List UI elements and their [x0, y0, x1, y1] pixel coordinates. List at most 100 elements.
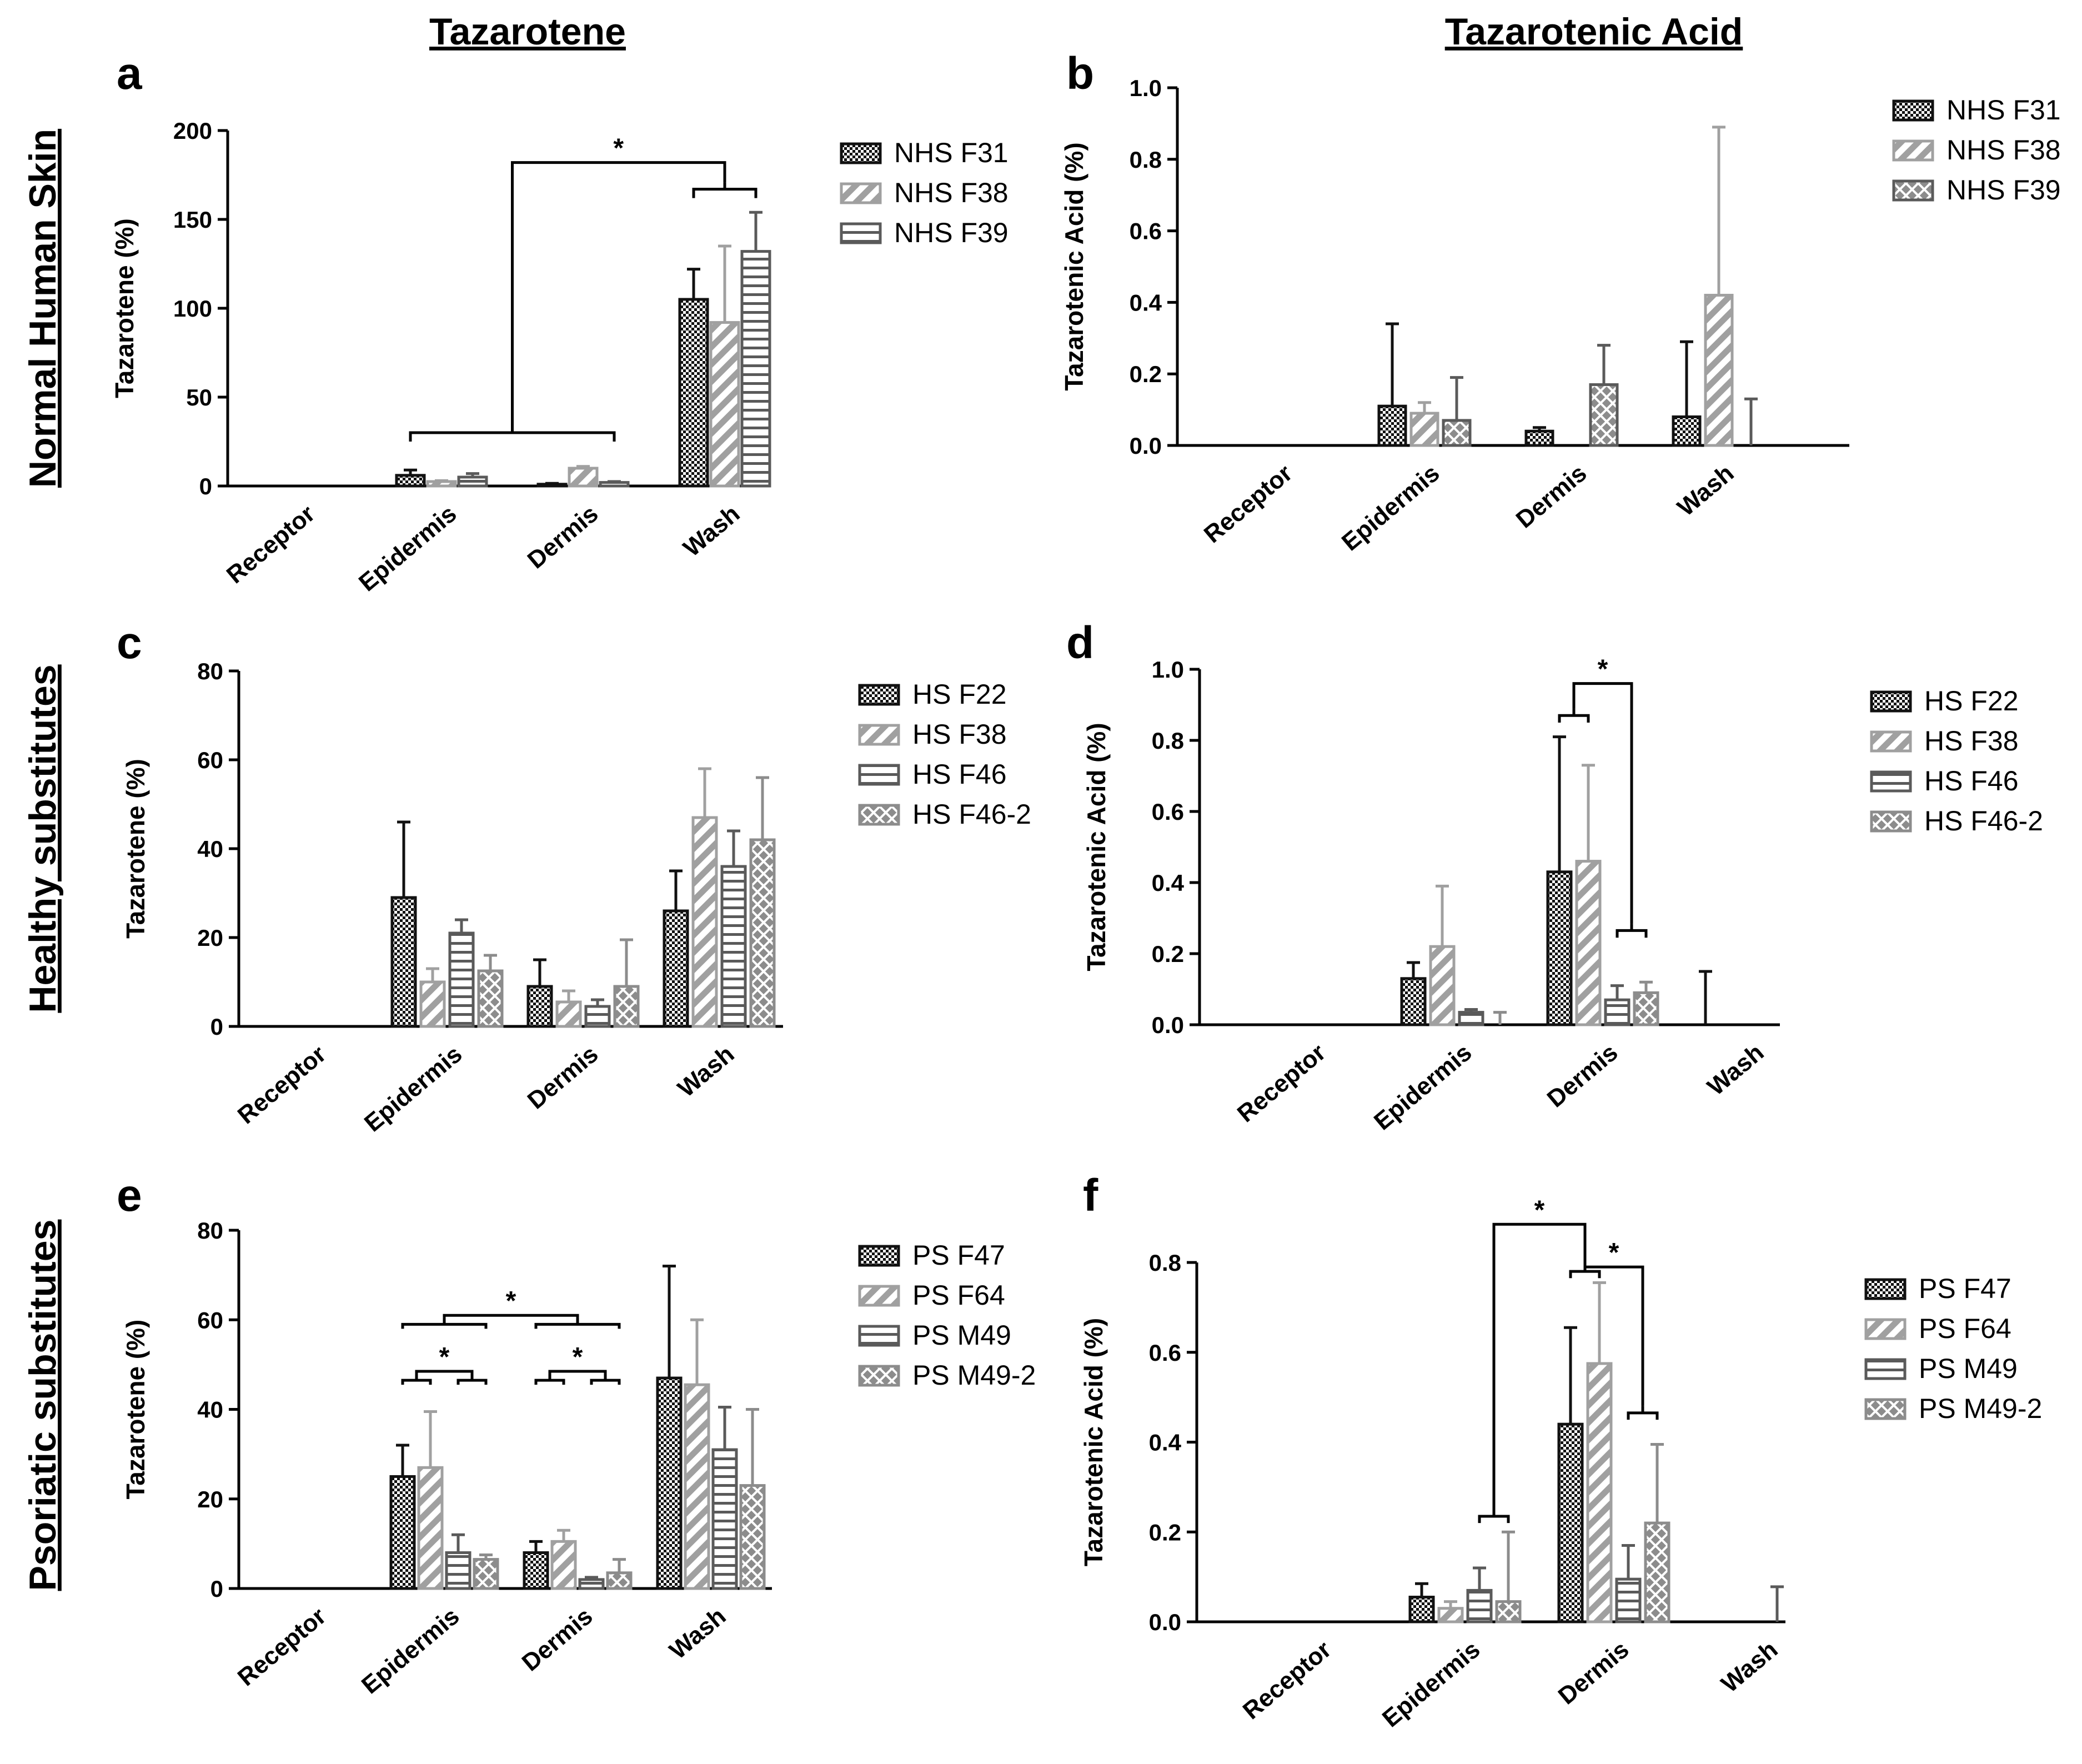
legend-label-c: HS F38	[912, 719, 1007, 750]
significance-bracket-e	[401, 1379, 432, 1385]
significance-star-a: *	[613, 134, 624, 163]
x-category-label-b: Dermis	[1511, 459, 1592, 533]
significance-star-f: *	[1609, 1238, 1619, 1267]
bar-c-HS-F46	[584, 1005, 611, 1028]
x-category-label-d: Wash	[1702, 1039, 1769, 1101]
bar-c-HS-F46-2	[613, 985, 640, 1028]
x-category-label-e: Wash	[664, 1602, 731, 1665]
y-tick-label-b: 0.4	[1130, 289, 1162, 315]
bar-c-HS-F22	[390, 896, 417, 1028]
bar-e-PS-F64	[417, 1466, 444, 1590]
significance-bracket-f	[1569, 1270, 1601, 1279]
bar-e-PS-M49-2	[473, 1558, 499, 1590]
bar-f-PS-M49	[1466, 1588, 1493, 1623]
x-category-label-a: Wash	[678, 500, 745, 562]
x-category-label-d: Dermis	[1542, 1039, 1623, 1112]
y-axis-label-d: Tazarotenic Acid (%)	[1082, 723, 1111, 971]
bar-c-HS-F22	[526, 985, 553, 1028]
legend-swatch-f	[1864, 1358, 1907, 1380]
bar-a-NHS-F38	[709, 321, 740, 488]
legend-label-e: PS M49-2	[912, 1360, 1036, 1391]
bar-a-NHS-F38	[568, 467, 599, 488]
y-tick-label-e: 80	[197, 1217, 223, 1244]
x-category-label-e: Dermis	[517, 1602, 598, 1676]
y-tick-label-f: 0.4	[1149, 1430, 1182, 1456]
bar-b-NHS-F31	[1524, 429, 1554, 447]
legend-label-b: NHS F31	[1946, 94, 2061, 126]
legend-swatch-e	[858, 1245, 900, 1267]
bar-e-PS-F47	[656, 1376, 683, 1590]
bar-c-HS-F38	[419, 980, 446, 1028]
bar-e-PS-M49	[578, 1578, 605, 1590]
legend-label-f: PS F64	[1919, 1313, 2011, 1344]
legend-swatch-d	[1870, 730, 1912, 753]
bar-f-PS-M49-2	[1495, 1600, 1522, 1623]
significance-bracket-d	[1558, 714, 1590, 723]
bar-d-HS-F22	[1400, 977, 1427, 1026]
legend-label-a: NHS F39	[894, 217, 1009, 248]
y-tick-label-e: 20	[197, 1486, 223, 1512]
chart-c: 0 20 40 60 80 Tazarotene (%) Receptor Epidermis…	[121, 658, 1031, 1137]
bar-f-PS-M49	[1615, 1577, 1642, 1623]
significance-bracket-e	[548, 1370, 607, 1374]
y-tick-label-a: 100	[173, 295, 212, 322]
significance-bracket-e	[534, 1322, 621, 1329]
legend-swatch-f	[1864, 1278, 1907, 1300]
legend-label-e: PS F64	[912, 1280, 1005, 1311]
legend-swatch-e	[858, 1285, 900, 1307]
chart-f: 0.0 0.2 0.4 0.6 0.8 Tazarotenic Acid (%) Recep…	[1079, 1195, 2042, 1732]
significance-bracket-a	[511, 161, 726, 433]
legend-label-d: HS F22	[1924, 685, 2019, 716]
chart-d: 0.0 0.2 0.4 0.6 0.8 1.0 Tazarotenic Acid (%) Re…	[1082, 655, 2043, 1136]
y-tick-label-e: 40	[197, 1397, 223, 1423]
chart-b: 0.0 0.2 0.4 0.6 0.8 1.0 Tazarotenic Acid (%) Re…	[1060, 75, 2061, 556]
y-tick-label-f: 0.8	[1149, 1250, 1181, 1276]
y-tick-label-a: 200	[173, 118, 212, 144]
bar-b-NHS-F31	[1672, 415, 1702, 447]
y-axis-label-f: Tazarotenic Acid (%)	[1079, 1318, 1108, 1566]
bar-e-PS-F47	[523, 1551, 549, 1590]
y-tick-label-c: 80	[197, 658, 223, 684]
legend-label-f: PS M49-2	[1919, 1393, 2042, 1424]
bar-e-PS-F64	[684, 1383, 710, 1590]
legend-swatch-d	[1870, 810, 1912, 833]
row-title-normal-human-skin: Normal Human Skin	[22, 129, 64, 488]
legend-label-c: HS F46-2	[912, 799, 1031, 830]
x-category-label-f: Dermis	[1553, 1636, 1634, 1710]
panel-label-f: f	[1083, 1170, 1098, 1221]
panel-label-c: c	[117, 618, 142, 668]
significance-star-e: *	[573, 1342, 583, 1372]
legend-label-f: PS M49	[1919, 1353, 2018, 1384]
panel-label-e: e	[117, 1170, 142, 1221]
x-category-label-a: Epidermis	[354, 500, 461, 597]
bar-f-PS-F47	[1408, 1596, 1435, 1623]
y-tick-label-d: 0.0	[1152, 1012, 1184, 1038]
significance-bracket-d	[1572, 682, 1633, 924]
significance-bracket-e	[456, 1379, 488, 1385]
bar-e-PS-M49-2	[739, 1484, 766, 1590]
significance-bracket-e	[443, 1314, 579, 1318]
bar-c-HS-F38	[555, 1000, 582, 1028]
legend-label-e: PS F47	[912, 1240, 1005, 1271]
bar-a-NHS-F39	[599, 481, 630, 488]
panel-label-a: a	[117, 48, 143, 99]
y-tick-label-e: 60	[197, 1307, 223, 1333]
x-category-label-e: Epidermis	[357, 1602, 464, 1699]
chart-e: 0 20 40 60 80 Tazarotene (%) Receptor Epidermis…	[121, 1217, 1036, 1699]
significance-star-e: *	[506, 1286, 516, 1316]
bar-a-NHS-F38	[426, 480, 457, 488]
legend-swatch-d	[1870, 690, 1912, 713]
y-tick-label-a: 150	[173, 207, 212, 233]
legend-swatch-a	[840, 182, 882, 204]
x-category-label-f: Epidermis	[1377, 1636, 1485, 1732]
x-category-label-c: Wash	[673, 1040, 739, 1102]
significance-bracket-f	[1492, 1222, 1587, 1510]
legend-label-b: NHS F39	[1946, 174, 2061, 206]
bar-f-PS-F64	[1586, 1362, 1613, 1623]
y-tick-label-b: 0.2	[1130, 361, 1162, 387]
legend-label-b: NHS F38	[1946, 134, 2061, 166]
row-title-healthy-substitutes: Healthy substitutes	[22, 664, 64, 1013]
y-tick-label-b: 0.0	[1130, 433, 1162, 459]
legend-label-c: HS F46	[912, 759, 1007, 790]
